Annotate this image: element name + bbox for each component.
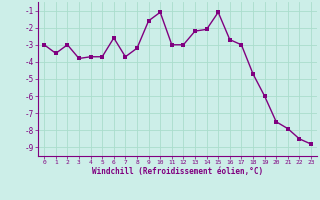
X-axis label: Windchill (Refroidissement éolien,°C): Windchill (Refroidissement éolien,°C) — [92, 167, 263, 176]
